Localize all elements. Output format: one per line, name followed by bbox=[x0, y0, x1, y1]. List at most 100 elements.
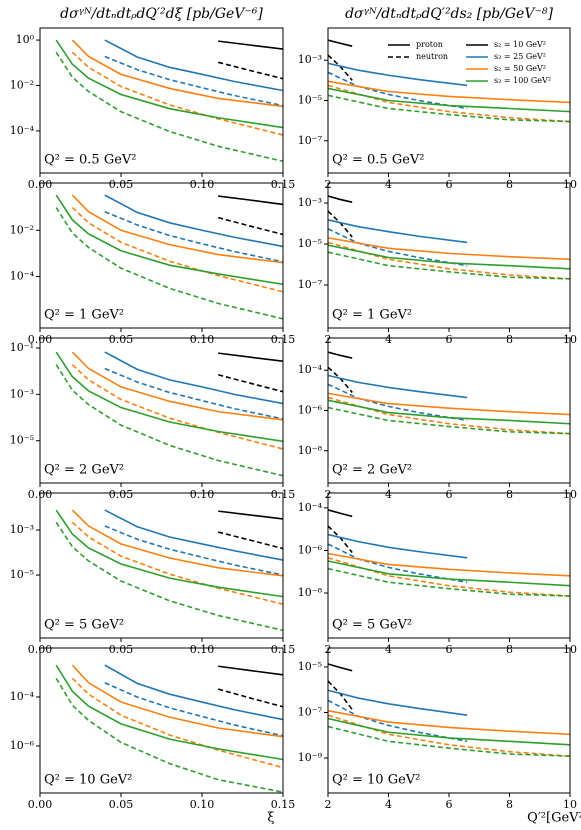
axes-frame bbox=[327, 182, 571, 329]
series-line bbox=[328, 392, 570, 416]
y-tick-label: 10⁻⁵ bbox=[298, 94, 322, 107]
series-line bbox=[104, 39, 283, 92]
x-tick-label: 8 bbox=[506, 488, 513, 501]
series-line bbox=[328, 195, 353, 203]
axes-frame bbox=[39, 27, 284, 174]
series-line bbox=[328, 717, 570, 746]
series-line bbox=[328, 567, 570, 597]
series-line bbox=[328, 84, 570, 123]
annotation: Q² = 10 GeV² bbox=[332, 773, 420, 788]
series-line bbox=[328, 396, 570, 435]
plot-area bbox=[328, 509, 570, 597]
series-line bbox=[328, 533, 468, 559]
series-line bbox=[218, 40, 283, 50]
y-tick-label: 10⁻⁵ bbox=[10, 568, 34, 581]
x-tick-label: 6 bbox=[446, 488, 453, 501]
x-tick-label: 0.05 bbox=[109, 798, 134, 811]
y-tick-label: 10⁻⁷ bbox=[298, 278, 323, 291]
series-line bbox=[328, 714, 570, 757]
series-line bbox=[328, 244, 570, 270]
series-line bbox=[55, 664, 283, 761]
axes-frame bbox=[39, 182, 284, 329]
legend-label: s₂ = 25 GeV² bbox=[494, 52, 546, 61]
series-line bbox=[104, 664, 283, 721]
y-tick-label: 10⁻⁸ bbox=[298, 444, 323, 457]
x-tick-label: 6 bbox=[446, 798, 453, 811]
x-tick-label: 4 bbox=[385, 643, 392, 656]
series-line bbox=[218, 195, 283, 206]
x-tick-label: 8 bbox=[506, 333, 513, 346]
y-tick-label: 10⁻⁴ bbox=[10, 690, 35, 703]
x-tick-label: 0.10 bbox=[190, 178, 215, 191]
series-line bbox=[104, 682, 283, 737]
series-line bbox=[328, 374, 468, 399]
series-line bbox=[71, 194, 283, 264]
x-tick-label: 0.05 bbox=[109, 488, 134, 501]
series-line bbox=[71, 677, 283, 769]
plot-area bbox=[328, 663, 570, 757]
series-line bbox=[55, 364, 283, 477]
x-tick-label: 6 bbox=[446, 178, 453, 191]
x-tick-label: 8 bbox=[506, 178, 513, 191]
y-tick-label: 10⁻⁴ bbox=[298, 501, 323, 514]
series-line bbox=[328, 71, 468, 110]
series-line bbox=[328, 557, 570, 597]
annotation: Q² = 0.5 GeV² bbox=[44, 153, 137, 168]
plot-area bbox=[55, 194, 283, 320]
series-line bbox=[55, 509, 283, 598]
axes-frame bbox=[39, 647, 284, 794]
y-tick-label: 10⁻⁵ bbox=[298, 660, 322, 673]
y-tick-label: 10⁻⁵ bbox=[10, 434, 34, 447]
x-tick-label: 8 bbox=[506, 798, 513, 811]
x-tick-label: 0.10 bbox=[190, 643, 215, 656]
series-line bbox=[71, 51, 283, 136]
series-line bbox=[328, 39, 353, 47]
y-tick-label: 10⁻³ bbox=[298, 53, 322, 66]
series-line bbox=[218, 531, 283, 550]
series-line bbox=[328, 709, 570, 736]
chart-title: dσᵞᴺ/dtₙdtᵨdQ′²dξ [pb/GeV⁻⁶] bbox=[60, 6, 263, 22]
series-line bbox=[328, 219, 468, 244]
series-line bbox=[328, 94, 570, 123]
annotation: Q² = 5 GeV² bbox=[332, 618, 412, 633]
series-line bbox=[71, 39, 283, 108]
series-line bbox=[71, 206, 283, 293]
series-line bbox=[104, 509, 283, 561]
x-axis-label: ξ bbox=[267, 811, 274, 826]
x-tick-label: 0.05 bbox=[109, 333, 134, 346]
x-tick-label: 0.10 bbox=[190, 488, 215, 501]
annotation: Q² = 2 GeV² bbox=[44, 463, 124, 478]
annotation: Q² = 1 GeV² bbox=[44, 308, 124, 323]
y-tick-label: 10⁻² bbox=[10, 223, 34, 236]
series-line bbox=[328, 699, 468, 743]
y-tick-label: 10⁻⁶ bbox=[10, 739, 35, 752]
series-line bbox=[217, 688, 283, 708]
series-line bbox=[218, 352, 283, 362]
series-line bbox=[55, 194, 283, 286]
y-tick-label: 10⁻⁴ bbox=[10, 270, 35, 283]
x-tick-label: 4 bbox=[385, 488, 392, 501]
series-line bbox=[55, 521, 283, 632]
series-line bbox=[328, 689, 468, 716]
x-tick-label: 6 bbox=[446, 643, 453, 656]
legend-label: s₂ = 10 GeV² bbox=[494, 40, 546, 49]
series-line bbox=[328, 383, 468, 422]
y-tick-label: 10⁻⁶ bbox=[298, 404, 323, 417]
series-line bbox=[328, 62, 468, 87]
y-tick-label: 10⁻⁴ bbox=[298, 363, 323, 376]
annotation: Q² = 2 GeV² bbox=[332, 463, 412, 478]
y-tick-label: 10⁻⁵ bbox=[298, 237, 322, 250]
chart-title: dσᵞᴺ/dtₙdtᵨdQ′²ds₂ [pb/GeV⁻⁸] bbox=[345, 6, 553, 22]
series-line bbox=[71, 664, 283, 738]
series-line bbox=[55, 51, 283, 163]
axes-frame bbox=[327, 492, 571, 639]
axes-frame bbox=[39, 337, 284, 484]
series-line bbox=[217, 373, 283, 393]
legend-label: proton bbox=[416, 40, 443, 49]
series-line bbox=[55, 207, 283, 320]
y-tick-label: 10⁻¹ bbox=[10, 341, 34, 354]
series-line bbox=[328, 663, 353, 672]
legend-label: s₂ = 100 GeV² bbox=[494, 76, 551, 85]
series-line bbox=[71, 521, 283, 605]
